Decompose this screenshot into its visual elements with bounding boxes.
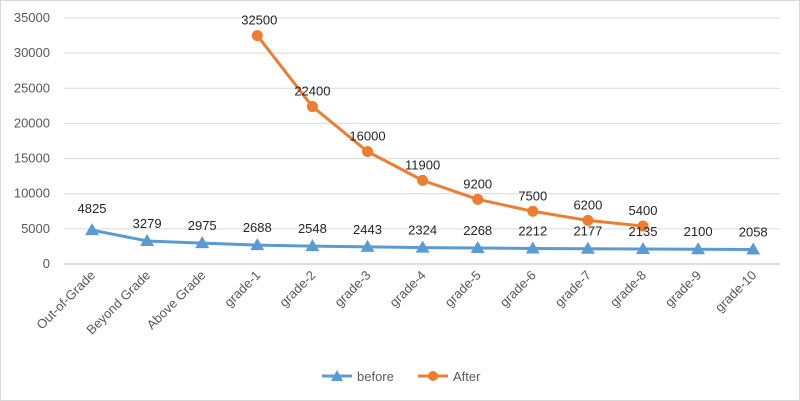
- data-point-marker: [527, 205, 539, 217]
- legend-label: before: [357, 369, 394, 384]
- y-tick-label: 25000: [14, 80, 50, 95]
- legend-label: After: [453, 369, 481, 384]
- y-tick-label: 5000: [21, 221, 50, 236]
- data-label: 32500: [241, 13, 277, 28]
- legend-marker: [331, 370, 343, 381]
- data-point-marker: [525, 241, 540, 254]
- x-tick-label: grade-5: [442, 268, 484, 310]
- data-point-marker: [305, 239, 320, 252]
- y-axis: 0 5000 10000 15000 20000 25000 30000 35000: [14, 10, 50, 271]
- data-label: 2548: [298, 221, 327, 236]
- data-label: 3279: [133, 216, 162, 231]
- x-tick-label: grade-7: [552, 268, 594, 310]
- data-point-marker: [636, 241, 650, 254]
- data-point-marker: [582, 214, 594, 226]
- x-tick-label: grade-4: [386, 268, 428, 310]
- data-label: 6200: [573, 197, 602, 212]
- series-line-after: [256, 34, 644, 228]
- data-point-marker: [417, 174, 429, 186]
- data-point-marker: [85, 223, 99, 236]
- data-label: 2443: [353, 222, 382, 237]
- x-tick-label: grade-8: [607, 268, 649, 310]
- y-tick-label: 10000: [14, 186, 50, 201]
- data-point-marker: [580, 241, 595, 254]
- data-point-marker: [637, 220, 649, 232]
- y-tick-label: 30000: [14, 45, 50, 60]
- x-tick-label: Above Grade: [144, 268, 209, 333]
- x-tick-label: grade-3: [331, 268, 373, 310]
- data-point-marker: [306, 101, 318, 113]
- x-tick-label: grade-1: [221, 268, 263, 310]
- data-point-marker: [415, 240, 430, 253]
- data-label: 2100: [684, 224, 713, 239]
- data-label: 11900: [405, 157, 440, 172]
- data-label: 2688: [243, 220, 272, 235]
- data-label: 22400: [294, 84, 330, 99]
- data-point-marker: [140, 233, 155, 246]
- data-label: 5400: [629, 203, 658, 218]
- data-label: 2324: [408, 223, 437, 238]
- data-label: 16000: [349, 129, 385, 144]
- data-label: 7500: [518, 188, 547, 203]
- data-label: 2975: [188, 218, 217, 233]
- x-tick-label: grade-6: [497, 268, 539, 310]
- data-labels: 4825 3279 2975 2688 2548 2443 2324 2268 2212 2177…: [78, 13, 768, 240]
- data-point-marker: [362, 146, 373, 158]
- x-tick-label: grade-9: [662, 268, 704, 310]
- y-tick-label: 0: [43, 256, 50, 271]
- data-point-marker: [470, 241, 485, 254]
- series-group: [85, 30, 761, 255]
- gridlines: [64, 17, 780, 265]
- y-tick-label: 20000: [14, 115, 50, 130]
- data-label: 2177: [573, 224, 602, 239]
- data-point-marker: [195, 236, 210, 249]
- y-tick-label: 35000: [14, 10, 50, 25]
- data-point-marker: [746, 242, 761, 255]
- x-tick-label: grade-2: [276, 268, 318, 310]
- data-point-marker: [691, 242, 706, 255]
- data-point-marker: [360, 239, 375, 252]
- data-label: 9200: [463, 176, 492, 191]
- data-point-marker: [251, 30, 263, 42]
- data-label: 2135: [629, 224, 658, 239]
- data-point-marker: [250, 238, 265, 251]
- data-label: 2212: [518, 223, 547, 238]
- legend-marker: [428, 371, 438, 381]
- legend: before After: [322, 369, 481, 384]
- x-tick-label: grade-10: [712, 268, 759, 315]
- data-label: 4825: [78, 201, 107, 216]
- data-label: 2058: [739, 225, 768, 240]
- data-label: 2268: [463, 223, 492, 238]
- y-tick-label: 15000: [14, 151, 50, 166]
- data-point-marker: [472, 193, 484, 205]
